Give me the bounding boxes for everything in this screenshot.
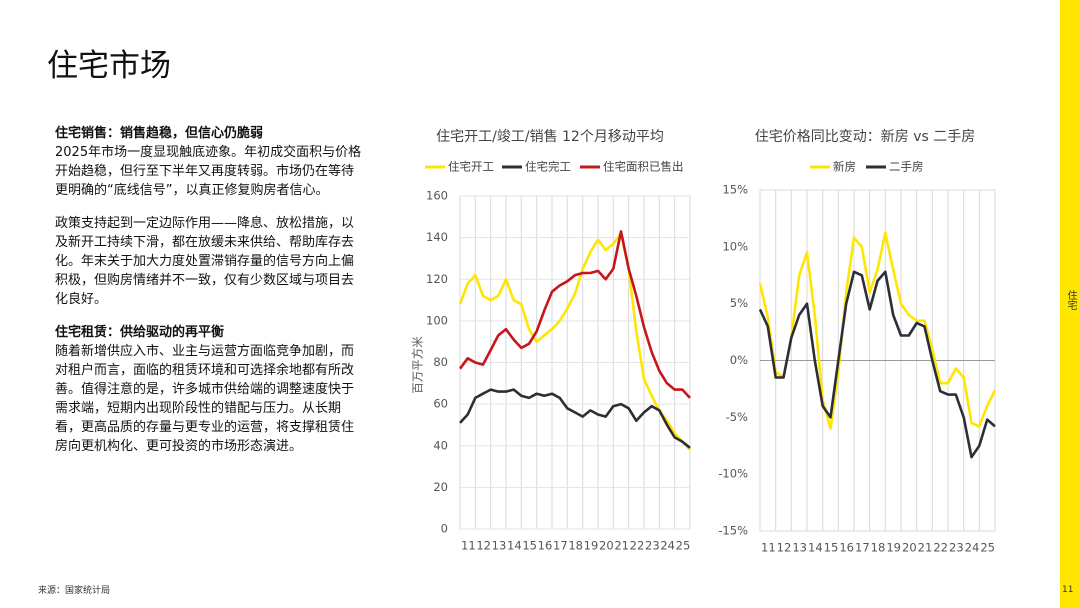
- body: 2025年市场一度显现触底迹象。年初成交面积与价格开始趋稳，但行至下半年又再度转…: [55, 145, 362, 198]
- slide-title: 住宅市场: [47, 48, 171, 84]
- x-tick-label: 25: [676, 539, 691, 553]
- x-tick-label: 25: [980, 541, 995, 555]
- y-tick-label: 40: [433, 438, 448, 452]
- legend-label: 住宅面积已售出: [603, 160, 684, 174]
- y-tick-label: 120: [426, 272, 448, 286]
- y-tick-label: -5%: [726, 410, 748, 424]
- x-tick-label: 17: [855, 541, 870, 555]
- text-block: 住宅销售：销售趋稳，但信心仍脆弱 2025年市场一度显现触底迹象。年初成交面积与价…: [55, 124, 365, 470]
- x-tick-label: 19: [886, 541, 901, 555]
- x-tick-label: 22: [630, 539, 645, 553]
- y-tick-label: 80: [433, 355, 448, 369]
- y-tick-label: -10%: [718, 467, 748, 481]
- x-tick-label: 11: [461, 539, 476, 553]
- side-label: 住宅: [1065, 290, 1076, 310]
- heading: 住宅销售：销售趋稳，但信心仍脆弱: [55, 126, 264, 141]
- line-series: [458, 230, 691, 399]
- y-axis-title: 百万平方米: [411, 336, 425, 394]
- x-tick-label: 12: [777, 541, 792, 555]
- heading: 住宅租赁：供给驱动的再平衡: [55, 325, 225, 340]
- line-series: [758, 270, 996, 459]
- x-tick-label: 15: [824, 541, 839, 555]
- x-tick-label: 22: [933, 541, 948, 555]
- x-tick-label: 19: [584, 539, 599, 553]
- line-series: [458, 232, 691, 451]
- line-series: [459, 388, 691, 449]
- x-tick-label: 12: [476, 539, 491, 553]
- x-tick-label: 21: [614, 539, 629, 553]
- y-tick-label: 0%: [730, 353, 748, 367]
- x-tick-label: 16: [538, 539, 553, 553]
- x-tick-label: 24: [660, 539, 675, 553]
- body: 政策支持起到一定边际作用——降息、放松措施，以及新开工持续下滑，都在放缓未来供给…: [55, 216, 355, 307]
- x-tick-label: 20: [599, 539, 614, 553]
- x-tick-label: 13: [792, 541, 807, 555]
- x-tick-label: 11: [761, 541, 776, 555]
- body: 随着新增供应入市、业主与运营方面临竞争加剧，而对租户而言，面临的租赁环境和可选择…: [55, 344, 355, 454]
- legend-label: 住宅完工: [525, 160, 571, 174]
- y-tick-label: 160: [426, 189, 448, 203]
- x-tick-label: 23: [949, 541, 964, 555]
- x-tick-label: 13: [492, 539, 507, 553]
- y-tick-label: 60: [433, 397, 448, 411]
- y-tick-label: 100: [426, 313, 448, 327]
- side-bar: [1060, 0, 1080, 608]
- y-tick-label: 10%: [722, 239, 748, 253]
- x-tick-label: 18: [871, 541, 886, 555]
- x-tick-label: 14: [507, 539, 522, 553]
- y-tick-label: 20: [433, 480, 448, 494]
- legend-label: 二手房: [889, 160, 924, 174]
- x-tick-label: 15: [522, 539, 537, 553]
- x-tick-label: 23: [645, 539, 660, 553]
- chart-title: 住宅开工/竣工/销售 12个月移动平均: [436, 129, 664, 145]
- y-tick-label: 5%: [730, 296, 748, 310]
- x-tick-label: 21: [918, 541, 933, 555]
- x-tick-label: 20: [902, 541, 917, 555]
- page-number: 11: [1062, 585, 1074, 595]
- legend-label: 新房: [833, 160, 856, 174]
- y-tick-label: -15%: [718, 524, 748, 538]
- x-tick-label: 24: [965, 541, 980, 555]
- y-tick-label: 0: [441, 522, 448, 536]
- y-tick-label: 140: [426, 230, 448, 244]
- x-tick-label: 14: [808, 541, 823, 555]
- paragraph: 住宅销售：销售趋稳，但信心仍脆弱 2025年市场一度显现触底迹象。年初成交面积与价…: [55, 124, 365, 200]
- legend-label: 住宅开工: [448, 160, 494, 174]
- paragraph: 住宅租赁：供给驱动的再平衡随着新增供应入市、业主与运营方面临竞争加剧，而对租户而…: [55, 323, 365, 456]
- y-tick-label: 15%: [722, 183, 748, 197]
- source: 来源：国家统计局: [38, 586, 111, 596]
- x-tick-label: 17: [553, 539, 568, 553]
- chart-title: 住宅价格同比变动：新房 vs 二手房: [755, 129, 975, 145]
- x-tick-label: 18: [568, 539, 583, 553]
- line-series: [758, 231, 997, 430]
- x-tick-label: 16: [839, 541, 854, 555]
- paragraph: 政策支持起到一定边际作用——降息、放松措施，以及新开工持续下滑，都在放缓未来供给…: [55, 214, 365, 309]
